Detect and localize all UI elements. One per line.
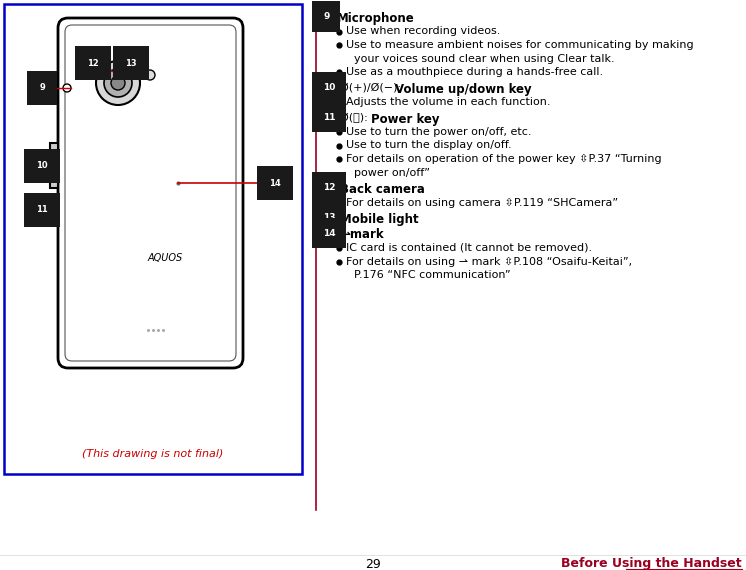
Circle shape xyxy=(63,84,71,92)
Text: Volume up/down key: Volume up/down key xyxy=(395,83,532,96)
Text: Use to measure ambient noises for communicating by making: Use to measure ambient noises for commun… xyxy=(346,40,694,50)
Text: 11: 11 xyxy=(323,112,336,121)
FancyBboxPatch shape xyxy=(58,18,243,368)
FancyBboxPatch shape xyxy=(50,143,58,188)
Circle shape xyxy=(111,76,125,90)
Circle shape xyxy=(145,70,155,80)
Text: (This drawing is not final): (This drawing is not final) xyxy=(82,449,224,459)
Circle shape xyxy=(104,69,132,97)
Text: 13: 13 xyxy=(125,59,137,67)
Text: 29: 29 xyxy=(365,557,381,570)
FancyBboxPatch shape xyxy=(4,4,302,474)
Text: Microphone: Microphone xyxy=(337,12,415,25)
Text: 10: 10 xyxy=(37,161,48,170)
Text: P.176 “NFC communication”: P.176 “NFC communication” xyxy=(354,270,510,280)
Text: ⇀mark: ⇀mark xyxy=(340,229,383,242)
Circle shape xyxy=(96,61,140,105)
Text: 12: 12 xyxy=(323,183,336,192)
Text: Ø(+)/Ø(−):: Ø(+)/Ø(−): xyxy=(340,83,404,92)
Text: For details on using ⇀ mark ⇳P.108 “Osaifu-Keitai”,: For details on using ⇀ mark ⇳P.108 “Osai… xyxy=(346,256,632,267)
Text: Use to turn the display on/off.: Use to turn the display on/off. xyxy=(346,140,512,150)
Text: For details on using camera ⇳P.119 “SHCamera”: For details on using camera ⇳P.119 “SHCa… xyxy=(346,197,618,207)
Text: AQUOS: AQUOS xyxy=(148,253,183,263)
Text: Mobile light: Mobile light xyxy=(340,213,419,226)
Text: 11: 11 xyxy=(36,206,48,214)
Text: Use when recording videos.: Use when recording videos. xyxy=(346,26,501,36)
Text: 14: 14 xyxy=(269,178,281,188)
Text: power on/off”: power on/off” xyxy=(354,168,430,177)
Text: 12: 12 xyxy=(87,59,99,67)
Text: Ø(⏻):: Ø(⏻): xyxy=(340,112,372,123)
Text: For details on operation of the power key ⇳P.37 “Turning: For details on operation of the power ke… xyxy=(346,154,662,164)
FancyBboxPatch shape xyxy=(50,200,58,220)
Text: 10: 10 xyxy=(323,83,336,92)
Text: Back camera: Back camera xyxy=(340,183,425,196)
Text: 13: 13 xyxy=(323,213,336,222)
Text: Before Using the Handset: Before Using the Handset xyxy=(562,557,742,570)
Text: Adjusts the volume in each function.: Adjusts the volume in each function. xyxy=(346,97,551,107)
Text: IC card is contained (It cannot be removed).: IC card is contained (It cannot be remov… xyxy=(346,243,592,253)
Text: Power key: Power key xyxy=(371,112,439,125)
Text: Use as a mouthpiece during a hands-free call.: Use as a mouthpiece during a hands-free … xyxy=(346,67,603,77)
Text: 14: 14 xyxy=(323,229,336,238)
Text: Use to turn the power on/off, etc.: Use to turn the power on/off, etc. xyxy=(346,127,531,137)
Text: 9: 9 xyxy=(39,83,45,92)
Text: 9: 9 xyxy=(323,12,330,21)
Text: your voices sound clear when using Clear talk.: your voices sound clear when using Clear… xyxy=(354,54,615,63)
